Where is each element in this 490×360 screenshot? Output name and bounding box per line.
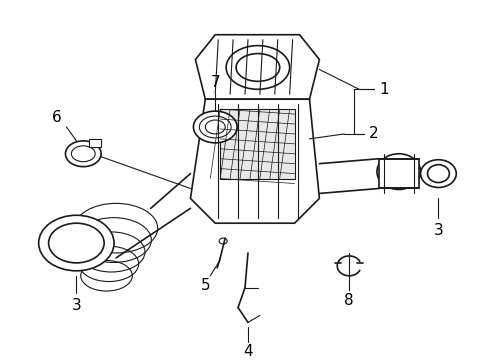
- Text: 1: 1: [379, 82, 389, 97]
- Text: 2: 2: [369, 126, 379, 141]
- Text: 5: 5: [200, 278, 210, 293]
- Text: 3: 3: [72, 298, 81, 313]
- Polygon shape: [220, 109, 294, 179]
- Ellipse shape: [39, 215, 114, 271]
- Text: 4: 4: [243, 344, 253, 359]
- Ellipse shape: [377, 154, 420, 189]
- Text: 6: 6: [51, 109, 61, 125]
- Ellipse shape: [194, 111, 237, 143]
- Text: 8: 8: [344, 293, 354, 308]
- Polygon shape: [196, 35, 319, 99]
- Text: 3: 3: [434, 222, 443, 238]
- FancyBboxPatch shape: [89, 139, 101, 147]
- Polygon shape: [191, 99, 319, 223]
- Ellipse shape: [66, 141, 101, 167]
- FancyBboxPatch shape: [379, 159, 418, 189]
- Ellipse shape: [420, 160, 456, 188]
- Text: 7: 7: [210, 75, 220, 90]
- Ellipse shape: [226, 46, 290, 89]
